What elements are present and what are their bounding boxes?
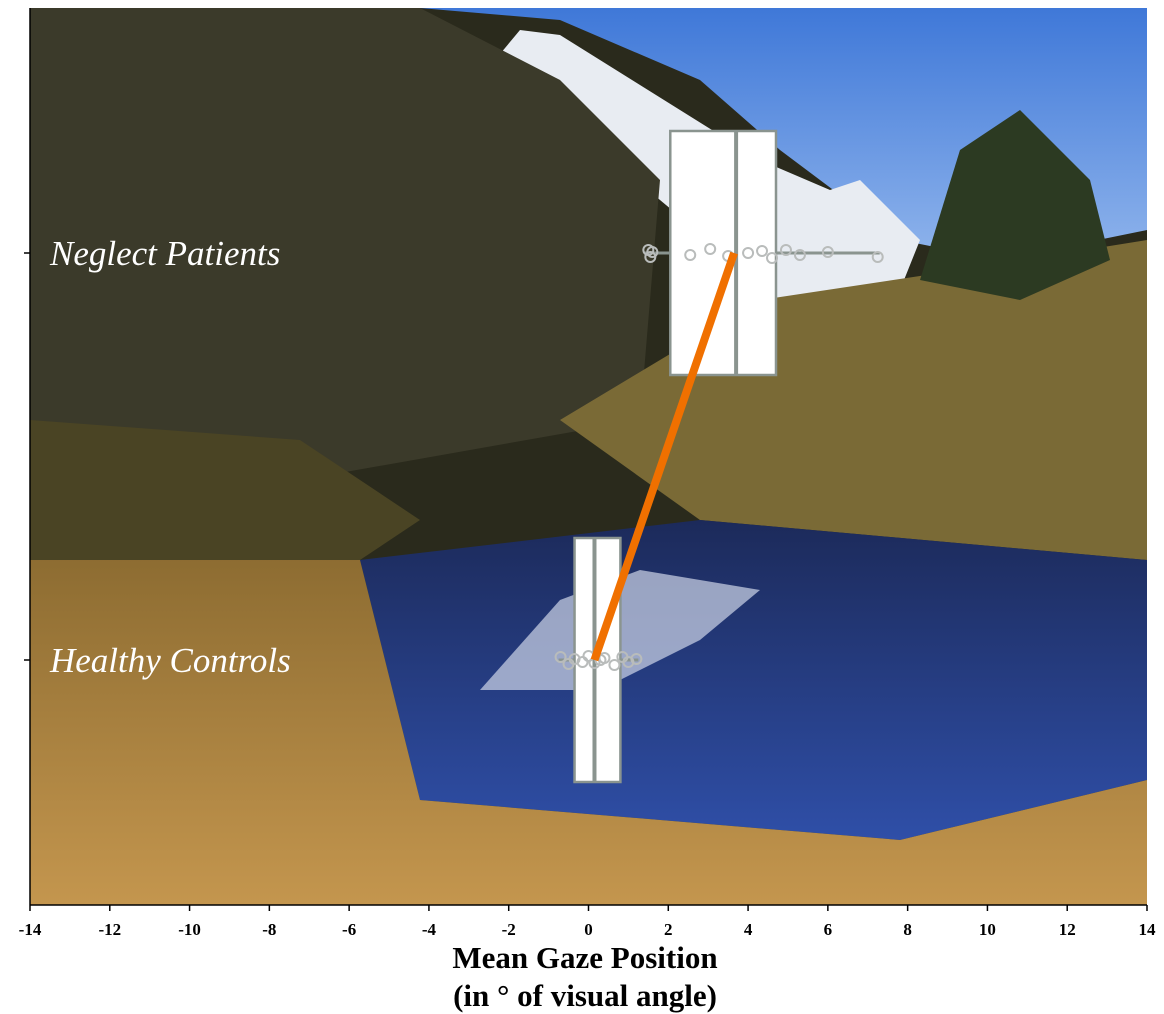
data-point [704, 243, 717, 255]
data-point [554, 651, 567, 663]
x-tick-label: 12 [1059, 920, 1076, 939]
x-tick-label: 4 [744, 920, 753, 939]
x-tick-label: -6 [342, 920, 356, 939]
data-point [568, 653, 581, 665]
data-point [608, 659, 621, 671]
data-point [821, 246, 834, 258]
category-label: Healthy Controls [49, 641, 291, 680]
data-point [598, 652, 611, 664]
x-tick-label: -12 [98, 920, 121, 939]
data-point [576, 656, 589, 668]
x-tick-label: 14 [1139, 920, 1157, 939]
data-point [793, 249, 806, 261]
data-point [646, 246, 659, 258]
data-point [684, 249, 697, 261]
data-point [871, 251, 884, 263]
x-tick-label: 2 [664, 920, 673, 939]
data-point [766, 252, 779, 264]
x-tick-label: -4 [422, 920, 437, 939]
x-tick-label: 0 [584, 920, 593, 939]
category-label: Neglect Patients [49, 234, 280, 273]
x-tick-label: 8 [903, 920, 912, 939]
background-photo [30, 8, 1147, 905]
data-point [630, 653, 643, 665]
x-tick-label: 6 [824, 920, 833, 939]
data-point [756, 245, 769, 257]
x-axis-label-sub: (in ° of visual angle) [453, 978, 717, 1013]
data-point [779, 244, 792, 256]
x-tick-label: -10 [178, 920, 201, 939]
x-axis-label: Mean Gaze Position [452, 940, 717, 975]
x-tick-label: 10 [979, 920, 996, 939]
x-tick-label: -8 [262, 920, 276, 939]
mean-line [590, 251, 738, 662]
x-tick-label: -14 [19, 920, 42, 939]
x-tick-label: -2 [502, 920, 516, 939]
data-point [622, 656, 635, 668]
data-point [742, 247, 755, 259]
